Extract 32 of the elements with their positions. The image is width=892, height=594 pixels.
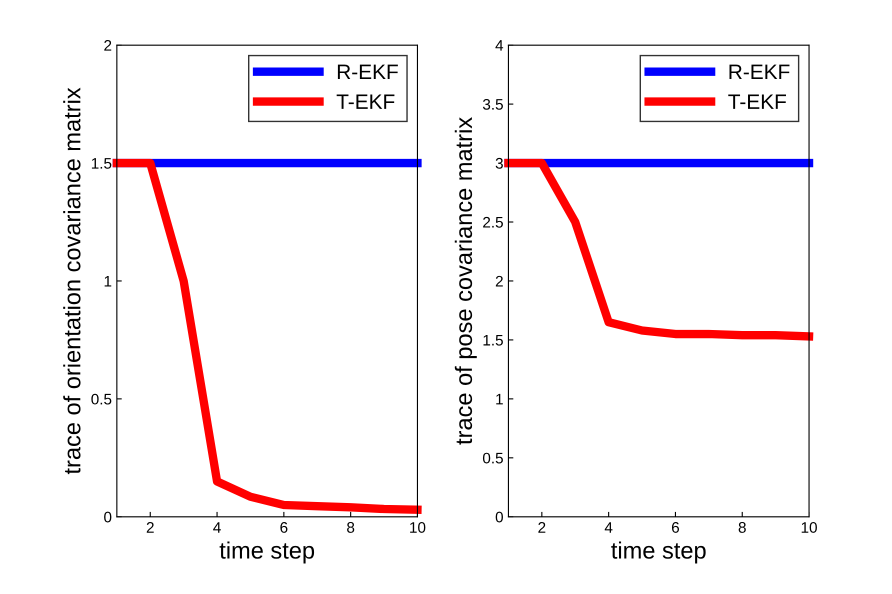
y-tick-label: 1.5 — [92, 158, 112, 169]
x-tick-label: 10 — [410, 522, 426, 533]
y-tick-label: 3 — [496, 158, 503, 169]
y-tick-label: 0.5 — [482, 452, 503, 464]
x-tick-label: 6 — [672, 522, 680, 533]
x-tick-label: 8 — [738, 522, 746, 533]
legend-label: T-EKF — [336, 94, 394, 109]
x-tick-label: 2 — [146, 522, 154, 533]
y-axis-title: trace of orientation covariance matrix — [63, 88, 81, 474]
y-tick-label: 0 — [496, 512, 503, 522]
y-axis-title: trace of pose covariance matrix — [454, 117, 477, 445]
y-tick-label: 1.5 — [484, 334, 503, 346]
x-tick-label: 6 — [280, 522, 288, 533]
y-tick-label: 1 — [104, 276, 112, 286]
y-tick-label: 3.5 — [482, 98, 503, 110]
x-tick-label: 4 — [213, 522, 221, 533]
y-tick-label: 2.5 — [483, 216, 503, 228]
x-tick-label: 2 — [538, 522, 546, 533]
legend-label: T-EKF — [728, 94, 786, 109]
y-tick-label: 0.5 — [91, 394, 112, 405]
y-tick-label: 0 — [104, 512, 112, 522]
x-tick-label: 8 — [347, 522, 354, 533]
x-tick-label: 4 — [604, 522, 612, 533]
legend-label: R-EKF — [730, 64, 790, 79]
y-tick-label: 2 — [496, 276, 503, 286]
y-tick-label: 1 — [496, 394, 503, 404]
y-tick-label: 4 — [495, 40, 504, 51]
x-axis-title: time step — [220, 541, 314, 564]
x-axis-title: time step — [611, 541, 706, 564]
y-tick-label: 2 — [104, 40, 112, 51]
legend-label: R-EKF — [338, 64, 398, 79]
x-tick-label: 10 — [802, 522, 817, 533]
